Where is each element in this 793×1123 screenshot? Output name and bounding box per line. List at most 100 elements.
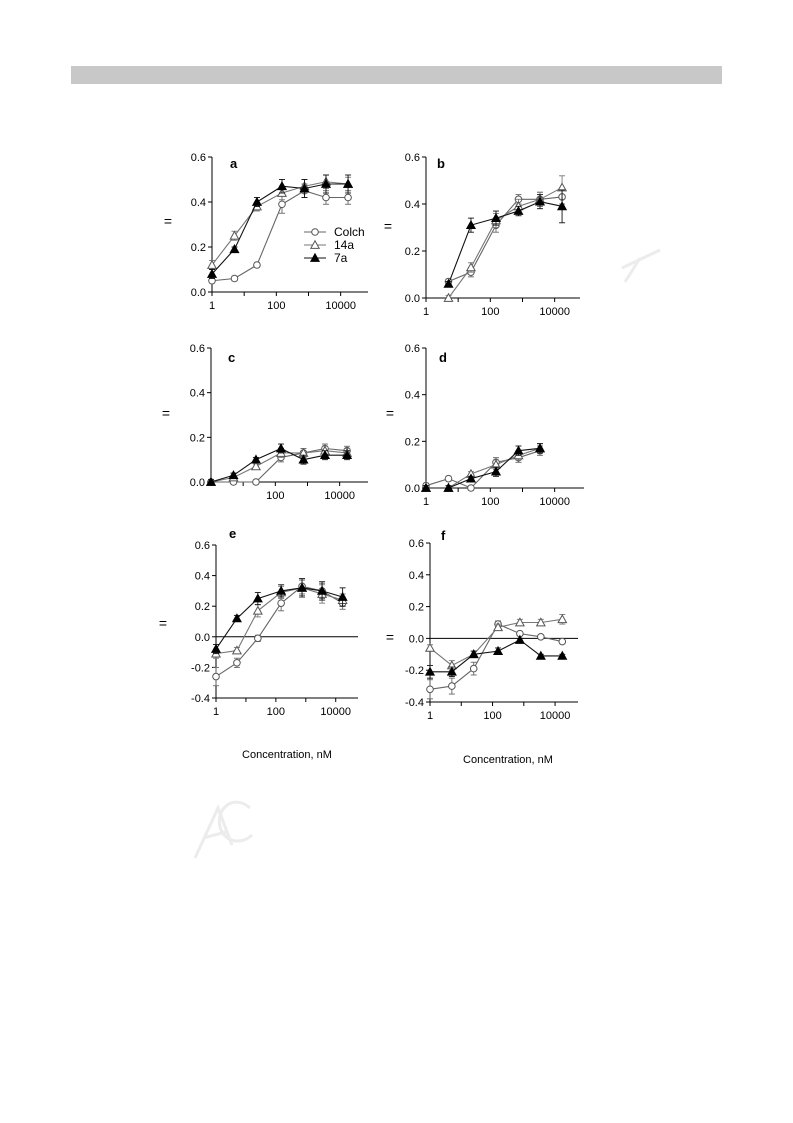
y-axis-label: =: [164, 213, 172, 229]
data-point: [514, 634, 525, 644]
data-point: [557, 614, 568, 624]
legend-entry: 7a: [334, 251, 348, 265]
panel-label: b: [437, 156, 445, 171]
panel-label: d: [439, 350, 447, 365]
data-point: [278, 200, 286, 209]
y-tick-label: 0.6: [195, 540, 210, 552]
x-tick-label: 100: [483, 710, 501, 722]
series-colch: [208, 183, 352, 285]
data-point: [513, 445, 524, 455]
x-tick-label: 1: [423, 306, 429, 318]
data-point: [299, 183, 310, 193]
x-tick-label: 10000: [325, 300, 356, 312]
y-tick-label: 0.4: [195, 571, 210, 583]
y-tick-label: -0.4: [191, 693, 210, 705]
series-7a: [443, 189, 568, 288]
data-point: [465, 473, 477, 483]
series-line: [447, 201, 563, 285]
y-axis-label: =: [159, 615, 167, 631]
x-tick-label: 100: [481, 496, 499, 508]
series-line: [448, 187, 563, 299]
series-7a: [205, 443, 353, 486]
data-point: [228, 470, 239, 480]
data-point: [250, 454, 262, 464]
y-tick-label: 0.6: [191, 152, 206, 164]
data-point: [465, 262, 477, 272]
chart-panel-f: -0.4 -0.2 0.0 0.2 0.4 0.6 1 100 10000 = f Concentra…: [386, 528, 578, 766]
data-point: [492, 622, 504, 632]
panel-label: a: [230, 156, 238, 171]
x-tick-label: 100: [266, 490, 284, 502]
series-7a: [206, 174, 354, 279]
data-point: [342, 449, 353, 460]
y-axis-label: =: [162, 405, 170, 421]
y-tick-label: 0.0: [409, 633, 424, 645]
x-tick-label: 10000: [539, 496, 570, 508]
series-7a: [420, 443, 546, 492]
legend-marker: [309, 252, 321, 262]
data-point: [446, 666, 457, 676]
legend-entry: 14a: [334, 238, 354, 252]
data-point: [230, 274, 239, 283]
x-tick-label: 10000: [540, 710, 571, 722]
x-tick-label: 10000: [320, 706, 351, 718]
panel-label: e: [229, 526, 236, 541]
data-point: [534, 196, 546, 206]
chart-panel-d: 0.0 0.2 0.4 0.6 1 100 10000 = d: [386, 343, 584, 508]
data-point: [443, 482, 454, 492]
data-point: [253, 261, 261, 269]
data-point: [206, 268, 218, 278]
data-point: [535, 650, 546, 660]
x-tick-label: 10000: [539, 306, 570, 318]
y-tick-label: -0.2: [191, 662, 210, 674]
data-point: [210, 643, 222, 653]
chart-panel-e: -0.4 -0.2 0.0 0.2 0.4 0.6 1 100 10000 = e Concentra…: [159, 526, 358, 761]
x-tick-label: 1: [427, 710, 433, 722]
data-point: [465, 219, 477, 230]
series-colch: [426, 620, 567, 700]
data-point: [276, 181, 288, 191]
panel-label: c: [228, 350, 235, 365]
y-axis-label: =: [386, 405, 394, 421]
chart-panel-c: 0.0 0.2 0.4 0.6 100 10000 = c: [162, 343, 368, 502]
data-point: [229, 230, 240, 240]
page-header-bar: [71, 66, 722, 84]
data-point: [275, 443, 287, 453]
series-line: [426, 447, 541, 489]
series-14a: [443, 175, 568, 302]
y-tick-label: 0.6: [409, 538, 424, 550]
y-tick-label: 0.6: [190, 343, 205, 355]
data-point: [206, 259, 218, 269]
y-tick-label: 0.2: [409, 602, 424, 614]
y-tick-label: 0.2: [195, 601, 210, 613]
y-tick-label: -0.4: [405, 697, 424, 709]
y-tick-label: 0.0: [405, 293, 420, 305]
x-tick-label: 1: [423, 496, 429, 508]
data-point: [537, 633, 545, 641]
x-axis-title: Concentration, nM: [242, 749, 332, 761]
data-point: [276, 585, 287, 595]
data-point: [233, 659, 241, 667]
legend-marker: [309, 239, 321, 249]
data-point: [319, 449, 331, 460]
data-point: [229, 244, 240, 254]
data-point: [426, 685, 434, 694]
legend-marker: [311, 228, 319, 236]
data-point: [320, 178, 332, 188]
data-point: [443, 278, 454, 288]
data-point: [490, 466, 502, 476]
data-point: [467, 484, 475, 492]
data-point: [251, 196, 263, 206]
data-point: [420, 482, 432, 492]
data-point: [534, 443, 546, 453]
x-tick-label: 1: [213, 706, 219, 718]
data-point: [469, 664, 478, 673]
y-tick-label: 0.0: [195, 632, 210, 644]
data-point: [231, 645, 242, 655]
data-point: [322, 193, 330, 202]
y-tick-label: -0.2: [405, 665, 424, 677]
data-point: [343, 178, 354, 188]
data-point: [252, 605, 263, 615]
x-tick-label: 100: [267, 300, 285, 312]
